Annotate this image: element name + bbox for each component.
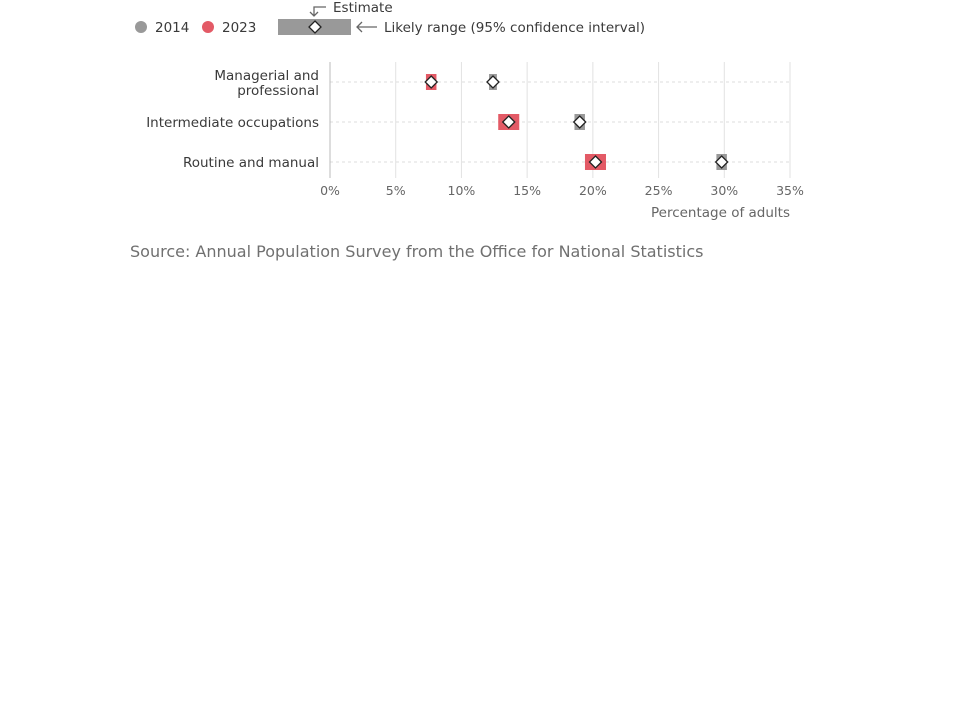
x-tick-label: 30%	[710, 183, 738, 198]
legend-label-2014: 2014	[155, 20, 189, 36]
category-label: Managerial and professional	[214, 68, 319, 99]
x-tick-label: 15%	[513, 183, 541, 198]
legend-estimate-arrow	[309, 6, 326, 17]
estimate-marker-2014	[572, 115, 587, 129]
legend-label-2023: 2023	[222, 20, 256, 36]
chart: 2014 2023 Estimate Likely range (95% con…	[135, 0, 804, 221]
legend-dot-2014	[135, 21, 147, 33]
estimate-marker-2014	[486, 75, 500, 89]
legend: 2014 2023 Estimate Likely range (95% con…	[135, 0, 645, 36]
category-label: Intermediate occupations	[146, 115, 319, 131]
source-note: Source: Annual Population Survey from th…	[130, 242, 704, 261]
x-axis-ticks: 0% 5% 10% 15% 20% 25% 30% 35%	[320, 183, 804, 198]
x-tick-label: 25%	[645, 183, 673, 198]
category-label: Routine and manual	[183, 155, 319, 171]
legend-range-label: Likely range (95% confidence interval)	[384, 20, 645, 36]
legend-estimate-label: Estimate	[333, 0, 393, 16]
x-tick-label: 5%	[386, 183, 406, 198]
x-tick-label: 0%	[320, 183, 340, 198]
x-tick-label: 10%	[448, 183, 476, 198]
x-tick-label: 20%	[579, 183, 607, 198]
estimate-marker-2014	[714, 155, 729, 169]
legend-range-arrow	[356, 21, 377, 33]
category-labels: Managerial and professional Intermediate o…	[146, 68, 319, 171]
legend-dot-2023	[202, 21, 214, 33]
x-tick-label: 35%	[776, 183, 804, 198]
estimate-marker-2023	[588, 155, 603, 169]
x-axis-title: Percentage of adults	[651, 205, 790, 221]
legend-estimate-diamond	[308, 20, 322, 34]
data-marks	[424, 74, 729, 170]
estimate-marker-2023	[501, 115, 516, 129]
estimate-marker-2023	[424, 75, 439, 89]
